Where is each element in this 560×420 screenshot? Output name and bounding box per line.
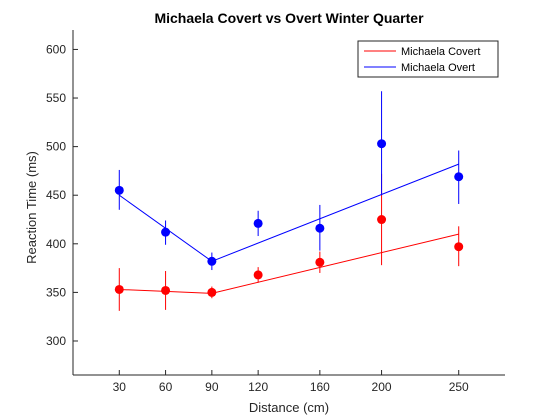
- y-axis-label: Reaction Time (ms): [24, 151, 39, 264]
- series-2: [114, 91, 464, 271]
- legend: Michaela Covert Michaela Overt: [357, 40, 499, 78]
- data-point: [253, 270, 263, 280]
- data-point: [454, 242, 464, 252]
- x-axis-ticks: 30 60 90 120 160 200 250: [113, 370, 469, 394]
- legend-label: Michaela Covert: [401, 46, 480, 58]
- y-tick-label: 600: [46, 42, 66, 56]
- data-point: [207, 287, 217, 297]
- data-point: [161, 285, 171, 295]
- x-tick-label: 30: [113, 380, 127, 394]
- y-tick-label: 400: [46, 237, 66, 251]
- data-point: [253, 218, 263, 228]
- data-point: [207, 256, 217, 266]
- x-tick-label: 160: [310, 380, 330, 394]
- plot-area: [114, 91, 464, 311]
- x-tick-label: 120: [248, 380, 268, 394]
- data-point: [114, 185, 124, 195]
- legend-box: [357, 40, 499, 78]
- data-point: [315, 223, 325, 233]
- chart-title: Michaela Covert vs Overt Winter Quarter: [154, 10, 424, 26]
- data-point: [114, 284, 124, 294]
- y-tick-label: 300: [46, 334, 66, 348]
- legend-label: Michaela Overt: [401, 62, 475, 74]
- series-1: [114, 173, 464, 311]
- x-tick-label: 200: [372, 380, 392, 394]
- x-axis-label: Distance (cm): [249, 400, 329, 415]
- fit-line: [119, 233, 459, 294]
- y-tick-label: 550: [46, 91, 66, 105]
- x-tick-label: 60: [159, 380, 173, 394]
- axes: [72, 30, 505, 376]
- x-tick-label: 250: [449, 380, 469, 394]
- data-point: [377, 215, 387, 225]
- data-point: [377, 139, 387, 149]
- x-tick-label: 90: [205, 380, 219, 394]
- y-tick-label: 450: [46, 188, 66, 202]
- data-point: [454, 172, 464, 182]
- data-point: [315, 257, 325, 267]
- y-axis-ticks: 300 350 400 450 500 550 600: [46, 42, 78, 348]
- y-tick-label: 500: [46, 140, 66, 154]
- data-point: [161, 227, 171, 237]
- y-tick-label: 350: [46, 285, 66, 299]
